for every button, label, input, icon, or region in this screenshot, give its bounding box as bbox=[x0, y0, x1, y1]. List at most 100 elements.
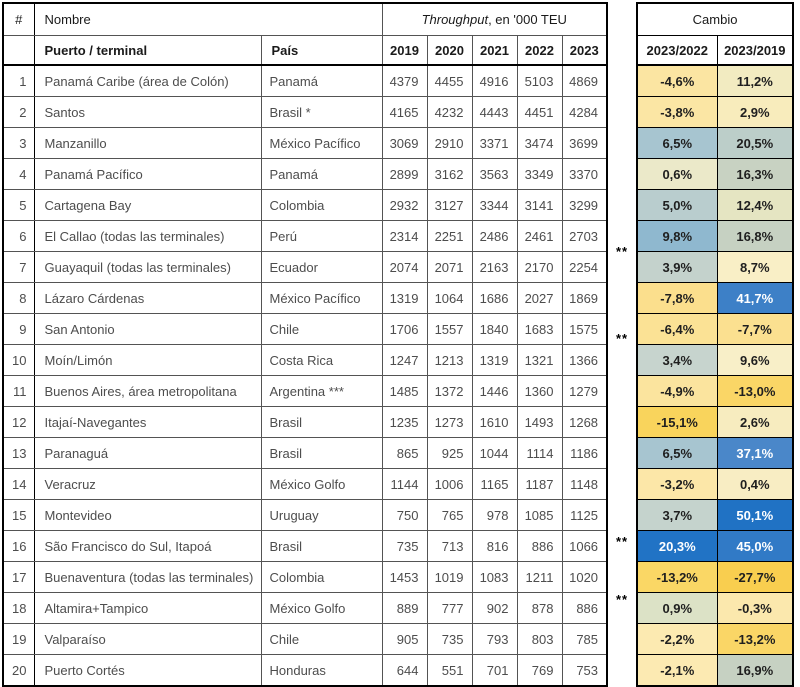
value-2019-cell: 1706 bbox=[381, 313, 428, 345]
value-2021-cell: 1165 bbox=[471, 468, 518, 500]
value-2020-cell: 1019 bbox=[426, 561, 473, 593]
cambio-2023-2022-cell: -2,1% bbox=[636, 654, 718, 687]
cambio-2023-2022-cell: -13,2% bbox=[636, 561, 718, 593]
value-2023-cell: 1148 bbox=[561, 468, 608, 500]
nombre-header: Nombre bbox=[33, 2, 383, 36]
cambio-2023-2022-cell: -7,8% bbox=[636, 282, 718, 314]
value-2019-cell: 1319 bbox=[381, 282, 428, 314]
value-2021-cell: 816 bbox=[471, 530, 518, 562]
value-2019-cell: 1235 bbox=[381, 406, 428, 438]
cambio-row: -2,1% 16,9% bbox=[636, 654, 794, 687]
table-row: 8 Lázaro Cárdenas México Pacífico 1319 1064 1… bbox=[2, 282, 608, 314]
puerto-cell: São Francisco do Sul, Itapoá bbox=[33, 530, 262, 562]
value-2020-cell: 3127 bbox=[426, 189, 473, 221]
cambio-row: 3,4% 9,6% bbox=[636, 344, 794, 376]
footnote-marker bbox=[608, 266, 636, 295]
cambio-2023-2019-cell: 20,5% bbox=[716, 127, 794, 159]
value-2023-cell: 1125 bbox=[561, 499, 608, 531]
cambio-2023-2019-cell: -0,3% bbox=[716, 592, 794, 624]
value-2021-cell: 4443 bbox=[471, 96, 518, 128]
rank-cell: 16 bbox=[2, 530, 35, 562]
footnote-marker bbox=[608, 121, 636, 150]
cambio-row: 3,7% 50,1% bbox=[636, 499, 794, 531]
value-2020-cell: 1064 bbox=[426, 282, 473, 314]
cambio-2023-2019-cell: 11,2% bbox=[716, 64, 794, 97]
rank-cell: 18 bbox=[2, 592, 35, 624]
value-2019-cell: 1144 bbox=[381, 468, 428, 500]
footnote-marker bbox=[608, 411, 636, 440]
value-2020-cell: 925 bbox=[426, 437, 473, 469]
cambio-2023-2022-cell: -6,4% bbox=[636, 313, 718, 345]
value-2020-cell: 4232 bbox=[426, 96, 473, 128]
cambio-row: 20,3% 45,0% bbox=[636, 530, 794, 562]
value-2020-cell: 3162 bbox=[426, 158, 473, 190]
table-row: 10 Moín/Limón Costa Rica 1247 1213 1319 1321 13… bbox=[2, 344, 608, 376]
value-2019-cell: 1453 bbox=[381, 561, 428, 593]
table-row: 2 Santos Brasil * 4165 4232 4443 4451 4284 bbox=[2, 96, 608, 128]
pais-cell: México Pacífico bbox=[260, 127, 383, 159]
value-2019-cell: 2074 bbox=[381, 251, 428, 283]
rank-cell: 3 bbox=[2, 127, 35, 159]
rank-cell: 1 bbox=[2, 64, 35, 97]
value-2019-cell: 889 bbox=[381, 592, 428, 624]
cambio-2023-2019-cell: 41,7% bbox=[716, 282, 794, 314]
puerto-cell: Montevideo bbox=[33, 499, 262, 531]
cambio-2023-2022-cell: 3,9% bbox=[636, 251, 718, 283]
rank-cell: 7 bbox=[2, 251, 35, 283]
value-2019-cell: 735 bbox=[381, 530, 428, 562]
value-2021-cell: 701 bbox=[471, 654, 518, 687]
table-row: 18 Altamira+Tampico México Golfo 889 777 902 8… bbox=[2, 592, 608, 624]
value-2021-cell: 978 bbox=[471, 499, 518, 531]
cambio-row: 6,5% 37,1% bbox=[636, 437, 794, 469]
puerto-cell: Itajaí-Navegantes bbox=[33, 406, 262, 438]
value-2021-cell: 2486 bbox=[471, 220, 518, 252]
year-header-2019: 2019 bbox=[381, 35, 428, 66]
value-2021-cell: 3563 bbox=[471, 158, 518, 190]
footnote-marker bbox=[608, 382, 636, 411]
throughput-word-italic: Throughput bbox=[421, 12, 489, 27]
value-2022-cell: 769 bbox=[516, 654, 563, 687]
value-2021-cell: 2163 bbox=[471, 251, 518, 283]
value-2019-cell: 1485 bbox=[381, 375, 428, 407]
value-2022-cell: 1321 bbox=[516, 344, 563, 376]
value-2021-cell: 1044 bbox=[471, 437, 518, 469]
value-2023-cell: 1869 bbox=[561, 282, 608, 314]
cambio-col-header-2023-2019: 2023/2019 bbox=[716, 35, 794, 66]
cambio-row: 5,0% 12,4% bbox=[636, 189, 794, 221]
cambio-row: 6,5% 20,5% bbox=[636, 127, 794, 159]
rank-cell: 6 bbox=[2, 220, 35, 252]
cambio-row: -4,6% 11,2% bbox=[636, 64, 794, 97]
value-2021-cell: 1840 bbox=[471, 313, 518, 345]
value-2020-cell: 735 bbox=[426, 623, 473, 655]
value-2020-cell: 713 bbox=[426, 530, 473, 562]
puerto-cell: Buenaventura (todas las terminales) bbox=[33, 561, 262, 593]
value-2023-cell: 785 bbox=[561, 623, 608, 655]
pais-cell: Costa Rica bbox=[260, 344, 383, 376]
rank-cell: 11 bbox=[2, 375, 35, 407]
puerto-cell: Manzanillo bbox=[33, 127, 262, 159]
pais-cell: Brasil bbox=[260, 437, 383, 469]
value-2023-cell: 3699 bbox=[561, 127, 608, 159]
cambio-row: -3,2% 0,4% bbox=[636, 468, 794, 500]
cambio-2023-2022-cell: 0,6% bbox=[636, 158, 718, 190]
value-2022-cell: 5103 bbox=[516, 64, 563, 97]
rank-cell: 10 bbox=[2, 344, 35, 376]
pais-cell: México Golfo bbox=[260, 468, 383, 500]
value-2022-cell: 2461 bbox=[516, 220, 563, 252]
value-2020-cell: 1273 bbox=[426, 406, 473, 438]
cambio-row: -7,8% 41,7% bbox=[636, 282, 794, 314]
value-2023-cell: 753 bbox=[561, 654, 608, 687]
value-2020-cell: 551 bbox=[426, 654, 473, 687]
rank-cell: 8 bbox=[2, 282, 35, 314]
pais-cell: Brasil bbox=[260, 530, 383, 562]
cambio-2023-2019-cell: 2,6% bbox=[716, 406, 794, 438]
value-2021-cell: 1686 bbox=[471, 282, 518, 314]
cambio-2023-2022-cell: -2,2% bbox=[636, 623, 718, 655]
year-header-2020: 2020 bbox=[426, 35, 473, 66]
value-2019-cell: 3069 bbox=[381, 127, 428, 159]
value-2022-cell: 803 bbox=[516, 623, 563, 655]
value-2023-cell: 1186 bbox=[561, 437, 608, 469]
cambio-2023-2022-cell: -4,6% bbox=[636, 64, 718, 97]
rank-subheader-empty bbox=[2, 35, 35, 66]
footnote-marker bbox=[608, 614, 636, 643]
